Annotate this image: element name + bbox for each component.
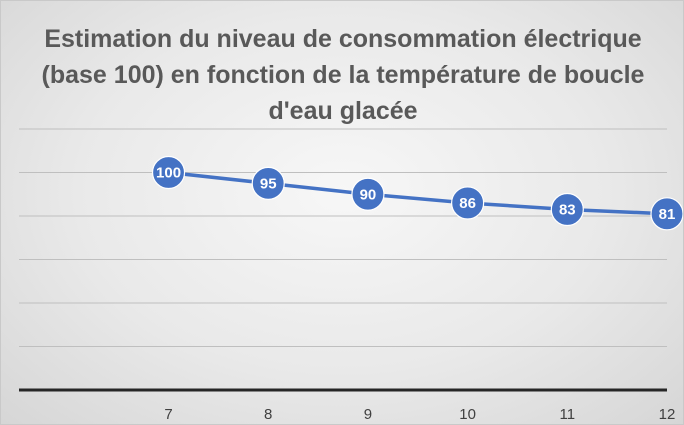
data-point — [650, 197, 683, 231]
data-label: 100 — [156, 165, 181, 182]
x-tick-label: 10 — [459, 406, 476, 423]
x-tick-label: 12 — [659, 406, 676, 423]
data-point — [451, 186, 485, 220]
data-point — [151, 155, 186, 190]
data-label: 83 — [559, 201, 576, 218]
x-tick-label: 11 — [560, 406, 576, 423]
x-tick-label: 7 — [164, 406, 172, 423]
data-label: 90 — [360, 186, 377, 203]
data-point — [351, 177, 385, 211]
data-point — [251, 166, 285, 200]
data-point — [550, 192, 584, 227]
data-label: 81 — [659, 206, 676, 223]
x-tick-label: 9 — [364, 406, 372, 423]
series-line — [168, 170, 668, 216]
data-label: 95 — [260, 175, 277, 192]
x-tick-label: 8 — [264, 406, 272, 423]
chart-title: Estimation du niveau de consommation éle… — [41, 25, 645, 125]
data-label: 86 — [459, 195, 476, 212]
